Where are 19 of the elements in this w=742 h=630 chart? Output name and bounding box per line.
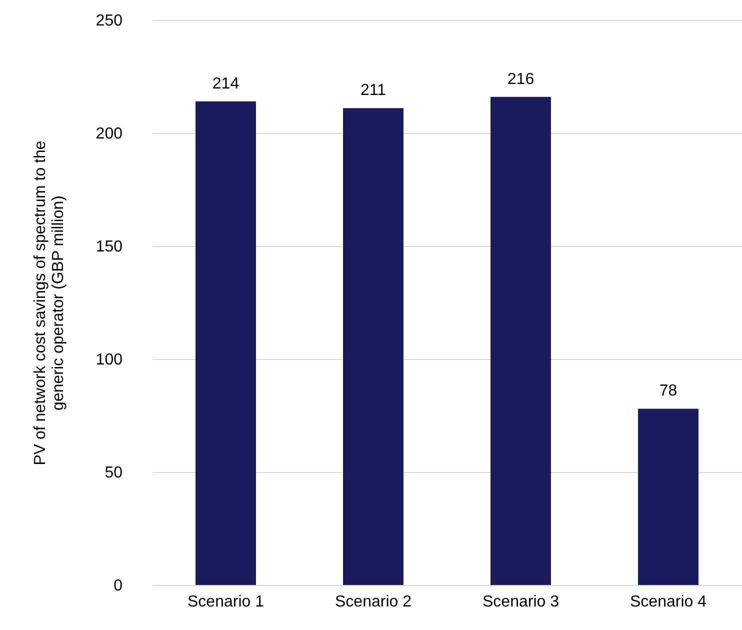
bar (490, 96, 551, 585)
data-label: 216 (507, 70, 534, 88)
y-tick-label: 250 (96, 12, 123, 30)
x-tick-label: Scenario 2 (335, 594, 412, 610)
data-label: 78 (659, 382, 678, 400)
y-axis-title: PV of network cost savings of spectrum to the generic operator (GBP million) (32, 140, 67, 466)
y-tick-label: 0 (114, 578, 123, 594)
y-tick-label: 100 (96, 352, 123, 368)
bar (343, 108, 404, 585)
x-tick-label: Scenario 1 (188, 594, 264, 610)
bar (638, 408, 698, 585)
bar (196, 101, 256, 585)
x-tick-label: Scenario 4 (630, 594, 707, 610)
data-label: 211 (360, 82, 386, 100)
y-tick-label: 200 (96, 126, 123, 142)
x-tick-label: Scenario 3 (482, 594, 560, 610)
data-label: 214 (212, 75, 240, 92)
y-tick-label: 150 (96, 238, 123, 256)
y-tick-label: 50 (104, 464, 123, 482)
